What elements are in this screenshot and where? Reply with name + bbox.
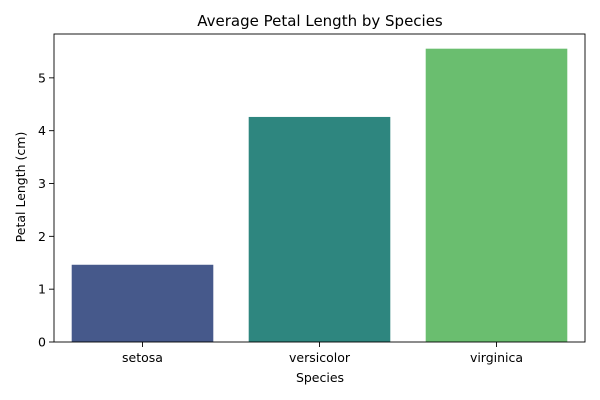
chart-title: Average Petal Length by Species [197,12,443,30]
plot-frame [53,33,586,343]
plot-border [53,33,586,343]
x-tick-label-virginica: virginica [470,350,523,365]
x-axis: setosa versicolor virginica [122,342,523,365]
x-tick-label-versicolor: versicolor [289,350,351,365]
y-tick-label: 5 [38,70,46,85]
y-tick-label: 0 [38,335,46,350]
bars-layer [71,48,568,342]
bar-setosa [71,264,214,342]
y-tick-label: 1 [38,282,46,297]
bar-versicolor [248,116,391,342]
y-tick-label: 4 [38,123,46,138]
y-axis: 0 1 2 3 4 5 [38,70,54,350]
y-axis-title: Petal Length (cm) [13,132,28,243]
y-tick-label: 2 [38,229,46,244]
x-axis-title: Species [296,370,344,385]
y-tick-label: 3 [38,176,46,191]
bar-virginica [425,48,568,342]
x-tick-label-setosa: setosa [122,350,163,365]
